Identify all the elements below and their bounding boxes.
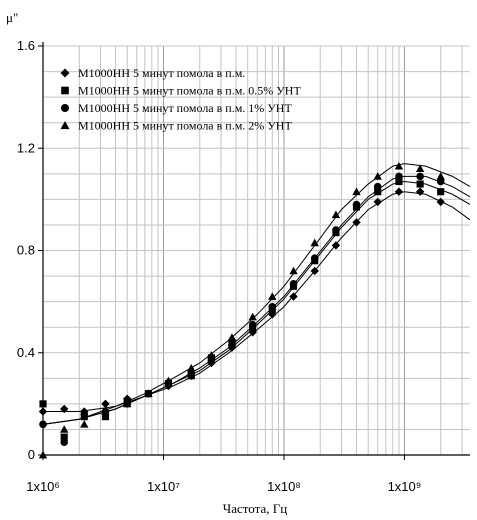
data-point-series-4: [289, 266, 298, 275]
data-point-series-1: [310, 266, 319, 276]
data-point-series-3: [373, 182, 382, 191]
legend-label-series-2: М1000НН 5 минут помола в п.м. 0.5% УНТ: [78, 84, 301, 98]
data-point-series-3: [228, 341, 236, 349]
x-tick-label: 1x10⁶: [26, 479, 60, 494]
data-point-series-1: [60, 404, 69, 414]
data-point-series-3: [289, 279, 298, 288]
data-point-series-2: [416, 180, 424, 188]
data-point-series-4: [101, 407, 110, 415]
y-tick-label: 1.6: [17, 38, 35, 53]
data-point-series-4: [268, 292, 277, 300]
data-point-series-4: [38, 450, 48, 459]
fit-curve-series-1: [43, 191, 471, 413]
data-point-series-2: [395, 177, 403, 186]
data-point-series-1: [289, 292, 298, 301]
fit-curve-series-2: [42, 180, 471, 425]
data-point-series-1: [352, 218, 361, 227]
x-tick-label: 1x10⁷: [147, 479, 180, 494]
data-point-series-1: [373, 197, 382, 207]
data-point-series-3: [310, 254, 319, 262]
y-tick-label: 0.4: [17, 345, 35, 360]
legend-label-series-1: М1000НН 5 минут помола в п.м.: [78, 66, 245, 80]
data-point-series-4: [80, 420, 89, 428]
data-point-series-3: [60, 438, 68, 446]
data-point-series-3: [332, 226, 340, 234]
grid: [42, 45, 470, 455]
data-point-series-2: [39, 400, 47, 408]
data-point-series-3: [395, 172, 403, 181]
data-point-series-4: [373, 172, 382, 180]
data-point-series-3: [416, 172, 424, 181]
data-point-series-2: [101, 413, 110, 421]
data-point-series-4: [436, 172, 445, 180]
data-point-series-3: [248, 320, 257, 329]
data-points: [38, 161, 445, 459]
legend-marker-series-3: [60, 103, 70, 113]
data-point-series-4: [123, 399, 132, 408]
data-point-series-4: [187, 363, 196, 372]
y-tick-label: 0: [28, 447, 35, 462]
data-point-series-4: [394, 161, 404, 170]
data-point-series-3: [268, 302, 277, 311]
data-point-series-4: [331, 210, 341, 219]
data-point-series-4: [227, 333, 237, 341]
data-point-series-4: [310, 238, 319, 247]
legend-marker-series-2: [61, 86, 69, 95]
data-point-series-3: [352, 200, 361, 209]
data-point-series-1: [38, 407, 48, 416]
y-tick-label: 1.2: [17, 140, 35, 155]
data-point-series-4: [164, 376, 173, 385]
data-point-series-4: [60, 425, 69, 433]
legend-marker-series-1: [60, 68, 70, 78]
y-axis-title: μ": [6, 10, 18, 25]
data-point-series-1: [331, 241, 341, 250]
legend-label-series-3: М1000НН 5 минут помола в п.м. 1% УНТ: [78, 101, 292, 115]
data-point-series-4: [248, 312, 257, 321]
data-point-series-4: [207, 351, 216, 359]
x-tick-label: 1x10⁸: [267, 479, 301, 494]
x-axis-title: Частота, Гц: [223, 501, 287, 516]
legend-marker-series-4: [60, 121, 70, 130]
legend-label-series-4: М1000НН 5 минут помола в п.м. 2% УНТ: [78, 119, 292, 133]
data-point-series-4: [144, 389, 153, 398]
data-point-series-2: [60, 433, 68, 441]
y-tick-label: 0.8: [17, 243, 35, 258]
data-point-series-1: [394, 187, 404, 196]
tick-labels: 0 0.4 0.8 1.2 1.6 1x10⁶ 1x10⁷ 1x10⁸ 1x10⁹: [17, 38, 421, 494]
data-point-series-1: [415, 187, 425, 196]
data-point-series-1: [101, 399, 110, 409]
fit-curves: [42, 163, 471, 425]
data-point-series-3: [39, 420, 47, 429]
fit-curve-series-4: [42, 163, 471, 425]
data-point-series-4: [352, 187, 361, 196]
fit-curve-series-3: [42, 175, 471, 425]
data-point-series-1: [436, 197, 445, 207]
legend: М1000НН 5 минут помола в п.м. М1000НН 5 м…: [60, 66, 301, 133]
data-point-series-4: [415, 164, 425, 173]
axes: [38, 42, 470, 460]
x-tick-label: 1x10⁹: [388, 479, 422, 494]
data-point-series-2: [374, 188, 382, 196]
data-point-series-3: [80, 410, 89, 418]
data-point-series-2: [437, 188, 445, 196]
